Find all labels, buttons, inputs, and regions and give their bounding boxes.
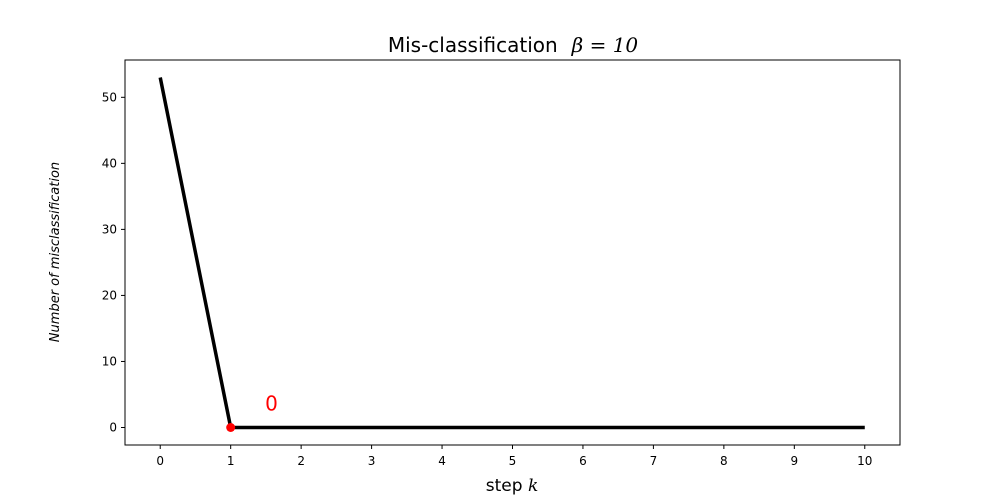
x-tick-label: 9 [790,454,798,468]
y-tick-label: 0 [109,421,117,435]
x-tick-label: 1 [227,454,235,468]
y-axis-label: Number of misclassification [48,162,63,342]
chart-title: Mis-classification β = 10 [388,33,639,57]
annotation-label: 0 [265,391,278,415]
y-axis-ticks: 0 10 20 30 40 50 [102,90,125,435]
series-line-0 [158,77,865,430]
x-axis-label-math: k [528,476,538,496]
plot-area: 0 [158,77,865,432]
x-axis-label: step k [486,476,539,496]
y-tick-label: 40 [102,156,117,170]
x-axis-ticks: 0 1 2 3 4 5 6 7 8 9 10 [156,445,872,468]
x-tick-label: 5 [509,454,517,468]
axes-frame [124,59,901,446]
x-tick-label: 2 [297,454,305,468]
y-tick-label: 10 [102,354,117,368]
chart-title-text: Mis-classification [388,33,558,57]
y-tick-label: 20 [102,288,117,302]
x-tick-label: 10 [857,454,872,468]
x-tick-label: 6 [579,454,587,468]
chart-title-math-symbol: β [571,33,584,57]
chart-title-math-rest: = 10 [583,33,638,57]
y-tick-label: 30 [102,222,117,236]
x-tick-label: 4 [438,454,446,468]
x-tick-label: 8 [720,454,728,468]
x-tick-label: 7 [650,454,658,468]
x-tick-label: 0 [156,454,164,468]
y-tick-label: 50 [102,90,117,104]
highlight-point [226,423,236,432]
x-axis-label-text: step [486,476,528,496]
x-tick-label: 3 [368,454,376,468]
